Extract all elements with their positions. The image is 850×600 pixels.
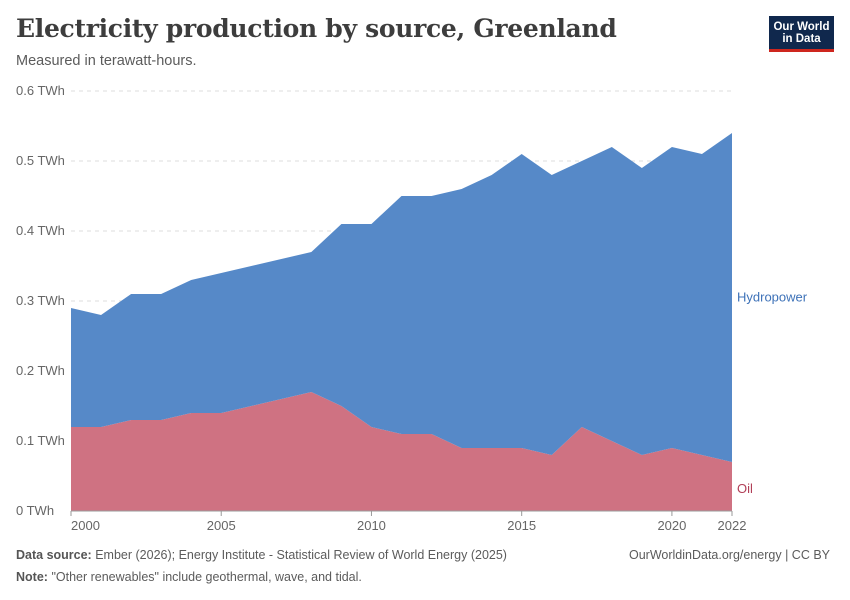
y-tick-label: 0.2 TWh [16, 363, 65, 378]
y-tick-label: 0.5 TWh [16, 153, 65, 168]
chart-subtitle: Measured in terawatt-hours. [16, 53, 197, 69]
data-source-footer: Data source: Ember (2026); Energy Instit… [16, 548, 507, 562]
chart-title: Electricity production by source, Greenl… [16, 14, 617, 43]
logo-line-2: in Data [782, 33, 821, 45]
x-tick-label: 2000 [71, 518, 100, 533]
note-label: Note: [16, 570, 48, 584]
y-tick-label: 0.1 TWh [16, 433, 65, 448]
data-source-text: Ember (2026); Energy Institute - Statist… [95, 548, 507, 562]
source-link[interactable]: OurWorldinData.org/energy | CC BY [628, 548, 830, 562]
area-chart: 0 TWh 0.1 TWh 0.2 TWh 0.3 TWh 0.4 TWh 0.5 TWh… [16, 83, 808, 533]
x-tick-label: 2005 [207, 518, 236, 533]
owid-logo[interactable]: Our World in Data [769, 16, 834, 52]
y-tick-label: 0 TWh [16, 503, 54, 518]
series-label-hydropower: Hydropower [737, 290, 808, 305]
note-text: "Other renewables" include geothermal, w… [51, 570, 362, 584]
note-footer: Note: "Other renewables" include geother… [16, 570, 362, 584]
area-hydropower [71, 133, 732, 462]
y-tick-label: 0.3 TWh [16, 293, 65, 308]
y-tick-label: 0.4 TWh [16, 223, 65, 238]
data-source-label: Data source: [16, 548, 92, 562]
x-tick-label: 2010 [357, 518, 386, 533]
area-oil [71, 392, 732, 511]
x-tick-label: 2022 [718, 518, 747, 533]
x-tick-label: 2020 [657, 518, 686, 533]
series-label-oil: Oil [737, 481, 753, 496]
y-tick-label: 0.6 TWh [16, 83, 65, 98]
logo-line-1: Our World [773, 21, 830, 33]
x-tick-label: 2015 [507, 518, 536, 533]
